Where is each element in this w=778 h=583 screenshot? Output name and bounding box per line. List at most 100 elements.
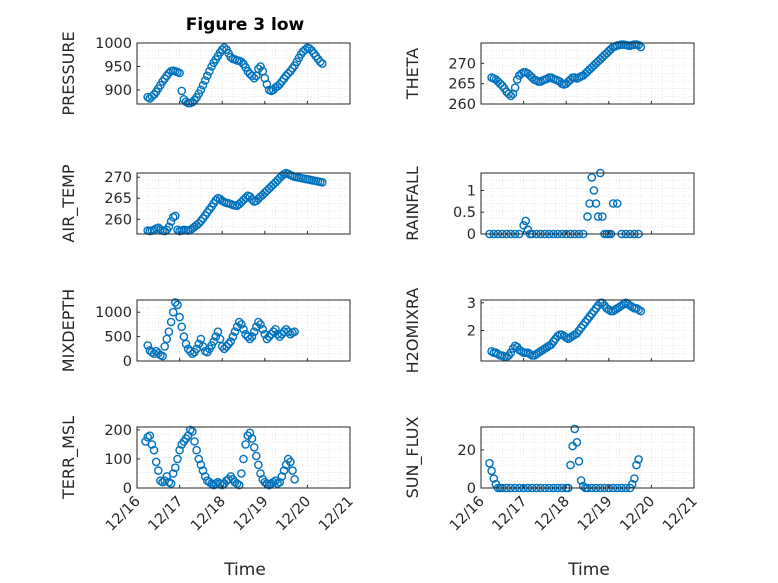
x-tick-label: 12/21 bbox=[316, 494, 357, 535]
data-point bbox=[175, 312, 184, 322]
y-tick-label: 265 bbox=[448, 77, 476, 93]
data-point bbox=[202, 71, 212, 81]
data-point bbox=[317, 177, 327, 187]
figure-title: Figure 3 low bbox=[186, 15, 305, 35]
data-point bbox=[226, 52, 235, 62]
data-point bbox=[489, 474, 499, 483]
data-point bbox=[566, 460, 575, 470]
data-point bbox=[589, 186, 599, 195]
data-point bbox=[151, 457, 161, 467]
data-point bbox=[156, 476, 165, 486]
y-tick-label: 3 bbox=[467, 296, 476, 312]
data-point bbox=[247, 434, 257, 443]
data-point bbox=[283, 69, 293, 78]
data-point bbox=[570, 424, 580, 434]
data-point bbox=[237, 57, 246, 67]
data-point bbox=[188, 97, 197, 107]
y-axis-label: THETA bbox=[403, 48, 422, 100]
data-point bbox=[173, 454, 182, 464]
data-point bbox=[145, 431, 155, 441]
data-point bbox=[256, 320, 265, 329]
data-point bbox=[219, 344, 229, 354]
data-point bbox=[519, 220, 528, 230]
y-axis-label: SUN_FLUX bbox=[403, 417, 423, 499]
data-point bbox=[258, 324, 268, 334]
data-point bbox=[634, 455, 643, 464]
data-point bbox=[281, 324, 291, 334]
y-tick-label: 2 bbox=[467, 324, 476, 340]
x-axis-label-right: Time bbox=[567, 560, 610, 580]
data-point bbox=[591, 199, 601, 208]
data-point bbox=[262, 334, 272, 344]
data-point bbox=[290, 327, 299, 337]
data-point bbox=[177, 322, 186, 332]
y-axis-label: RAINFALL bbox=[403, 166, 422, 241]
data-point bbox=[196, 85, 206, 95]
data-point bbox=[485, 458, 494, 468]
data-point bbox=[254, 317, 263, 327]
x-tick-label: 12/17 bbox=[146, 494, 187, 535]
data-point bbox=[164, 327, 174, 337]
data-point bbox=[525, 349, 535, 359]
data-point bbox=[281, 71, 291, 81]
data-point bbox=[247, 195, 257, 204]
data-point bbox=[234, 480, 244, 490]
x-tick-label: 12/21 bbox=[660, 494, 701, 535]
x-tick-label: 12/19 bbox=[231, 494, 272, 535]
y-axis-label: PRESSURE bbox=[59, 31, 78, 115]
data-point bbox=[224, 339, 233, 349]
data-point bbox=[315, 57, 325, 67]
subplot-8: 0 20 12/16 12/17 12/18 12/19 12/20 12/21 SUN_FLU… bbox=[403, 417, 701, 535]
data-point bbox=[300, 45, 310, 54]
data-point bbox=[254, 64, 263, 74]
y-tick-label: 270 bbox=[448, 56, 476, 72]
data-point bbox=[200, 76, 210, 85]
y-axis-label: TERR_MSL bbox=[59, 416, 79, 500]
data-point bbox=[247, 71, 257, 81]
subplot-4: 0 100 200 12/16 12/17 12/18 12/19 12/20 12/21 TER… bbox=[59, 416, 357, 534]
data-point bbox=[249, 327, 259, 337]
x-tick-label: 12/19 bbox=[575, 494, 616, 535]
data-point bbox=[286, 329, 295, 339]
data-point bbox=[168, 307, 178, 317]
data-point bbox=[196, 216, 206, 226]
data-point bbox=[610, 305, 620, 315]
data-point bbox=[288, 466, 297, 475]
x-tick-label: 12/18 bbox=[532, 494, 573, 535]
data-point bbox=[168, 469, 178, 478]
data-point bbox=[634, 40, 643, 50]
data-point bbox=[521, 216, 531, 226]
x-tick-label: 12/16 bbox=[447, 494, 488, 535]
data-point bbox=[583, 212, 592, 221]
data-point bbox=[166, 479, 176, 488]
data-point bbox=[170, 463, 180, 473]
data-point bbox=[606, 44, 616, 54]
data-point bbox=[143, 341, 152, 350]
data-point bbox=[239, 324, 248, 334]
y-tick-label: 200 bbox=[104, 423, 132, 439]
data-point bbox=[143, 432, 152, 442]
y-axis-label: MIXDEPTH bbox=[59, 289, 78, 372]
data-point bbox=[205, 66, 214, 76]
data-point bbox=[217, 45, 227, 54]
data-point bbox=[185, 425, 195, 435]
data-point bbox=[228, 332, 238, 341]
data-point bbox=[268, 327, 278, 337]
data-point bbox=[504, 89, 514, 99]
data-point bbox=[540, 344, 550, 353]
data-point bbox=[487, 466, 496, 476]
data-point bbox=[585, 199, 594, 208]
y-tick-label: 0 bbox=[123, 354, 132, 370]
data-point bbox=[574, 456, 584, 466]
data-point bbox=[196, 460, 206, 470]
data-point bbox=[256, 62, 265, 71]
subplot-2: 260 265 270 AIR_TEMP bbox=[59, 164, 351, 243]
y-axis-label: H2OMIXRA bbox=[403, 288, 422, 374]
axes-frame bbox=[480, 426, 695, 489]
data-point bbox=[578, 481, 588, 491]
data-point bbox=[286, 457, 295, 467]
axes-frame bbox=[136, 426, 351, 489]
axes-frame bbox=[480, 42, 695, 105]
data-point bbox=[251, 451, 261, 461]
data-point bbox=[527, 73, 537, 82]
